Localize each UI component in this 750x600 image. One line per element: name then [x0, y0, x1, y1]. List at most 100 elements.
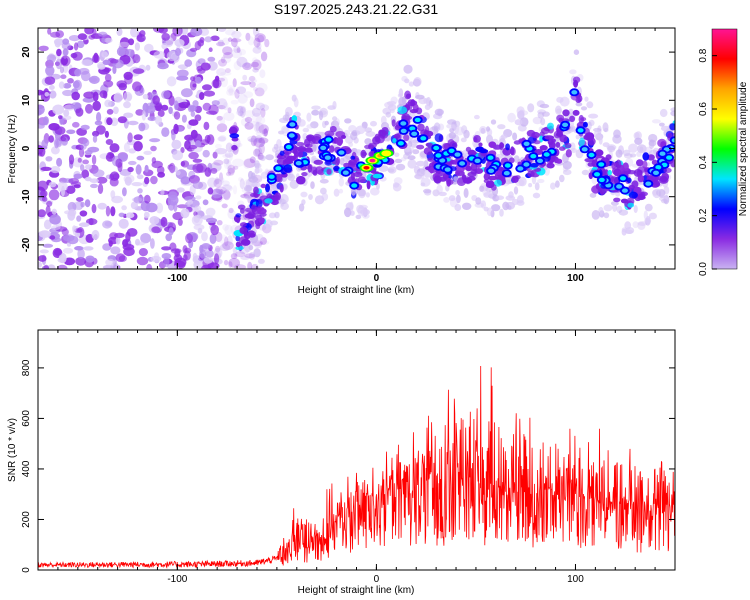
- haze-blob: [362, 213, 370, 219]
- noise-blob: [92, 169, 105, 178]
- signal-core: [295, 161, 302, 166]
- noise-blob: [160, 189, 165, 196]
- noise-blob: [180, 147, 185, 154]
- signal-blob: [508, 157, 515, 164]
- noise-blob: [217, 98, 228, 110]
- haze-blob: [333, 188, 340, 197]
- signal-blob: [337, 137, 343, 147]
- signal-blob: [236, 215, 241, 224]
- haze-blob: [527, 103, 535, 113]
- noise-blob: [200, 62, 211, 71]
- signal-core: [288, 133, 295, 138]
- x-tick-label: 0: [374, 574, 380, 585]
- noise-blob: [42, 196, 48, 202]
- noise-blob: [62, 247, 74, 254]
- signal-blob: [607, 169, 612, 176]
- noise-blob: [88, 218, 94, 226]
- noise-blob: [50, 31, 61, 38]
- signal-core: [268, 174, 275, 179]
- haze-blob: [474, 114, 480, 120]
- noise-blob: [38, 141, 43, 146]
- noise-blob: [204, 134, 211, 144]
- noise-blob: [80, 143, 87, 150]
- noise-blob: [185, 233, 193, 244]
- noise-blob: [92, 100, 101, 111]
- noise-blob: [223, 102, 229, 111]
- signal-core: [645, 181, 652, 186]
- noise-blob: [195, 195, 202, 200]
- noise-blob: [231, 48, 243, 59]
- noise-blob: [223, 189, 231, 201]
- noise-blob: [263, 128, 268, 137]
- signal-blob: [510, 146, 515, 156]
- signal-core: [616, 184, 623, 189]
- signal-core: [659, 151, 666, 156]
- noise-blob: [252, 46, 262, 54]
- noise-blob: [217, 39, 224, 46]
- haze-blob: [670, 110, 675, 117]
- haze-blob: [265, 154, 274, 161]
- signal-core: [285, 144, 292, 150]
- haze-blob: [633, 205, 638, 213]
- noise-blob: [231, 30, 242, 39]
- noise-blob: [247, 36, 255, 46]
- noise-blob: [46, 54, 57, 63]
- haze-blob: [656, 189, 666, 197]
- signal-blob: [622, 162, 629, 171]
- noise-blob: [255, 121, 261, 127]
- haze-blob: [497, 124, 506, 130]
- noise-blob: [84, 28, 94, 35]
- noise-blob: [250, 61, 259, 68]
- haze-blob: [338, 177, 344, 187]
- noise-blob: [227, 167, 235, 176]
- haze-blob: [670, 107, 675, 112]
- noise-blob: [146, 105, 156, 114]
- colorbar-tick-label: 0.0: [698, 262, 709, 276]
- noise-blob: [257, 34, 265, 43]
- noise-blob: [72, 80, 80, 89]
- noise-blob: [123, 142, 130, 152]
- haze-blob: [354, 149, 362, 154]
- noise-blob: [77, 157, 82, 163]
- noise-blob: [125, 48, 134, 58]
- signal-core: [537, 158, 543, 163]
- noise-blob: [247, 261, 253, 269]
- noise-blob: [184, 59, 193, 67]
- noise-blob: [58, 115, 63, 120]
- signal-blob: [663, 167, 672, 173]
- noise-blob: [199, 28, 210, 36]
- noise-blob: [249, 98, 255, 108]
- noise-blob: [53, 38, 65, 46]
- noise-blob: [173, 111, 181, 120]
- noise-blob: [225, 68, 231, 74]
- signal-blob: [467, 149, 477, 156]
- signal-blob: [401, 113, 411, 122]
- noise-blob: [163, 256, 170, 268]
- signal-blob: [434, 133, 443, 143]
- noise-blob: [182, 245, 188, 254]
- noise-blob: [177, 218, 183, 226]
- noise-blob: [38, 104, 45, 115]
- noise-blob: [126, 228, 138, 237]
- figure-title: S197.2025.243.21.22.G31: [274, 1, 438, 17]
- haze-blob: [591, 210, 600, 220]
- noise-blob: [150, 238, 155, 249]
- noise-blob: [256, 42, 262, 50]
- haze-blob: [281, 125, 290, 134]
- haze-blob: [659, 108, 668, 118]
- noise-blob: [76, 197, 84, 202]
- noise-blob: [82, 97, 95, 103]
- noise-blob: [155, 202, 164, 214]
- noise-blob: [258, 240, 270, 245]
- haze-blob: [285, 106, 293, 117]
- noise-blob: [154, 252, 160, 261]
- signal-blob: [424, 125, 430, 134]
- noise-blob: [203, 121, 210, 131]
- signal-blob: [627, 202, 635, 208]
- noise-blob: [85, 103, 93, 114]
- signal-blob: [505, 143, 510, 151]
- noise-blob: [66, 129, 76, 135]
- signal-blob: [255, 223, 261, 230]
- noise-blob: [242, 74, 248, 81]
- haze-blob: [569, 69, 577, 75]
